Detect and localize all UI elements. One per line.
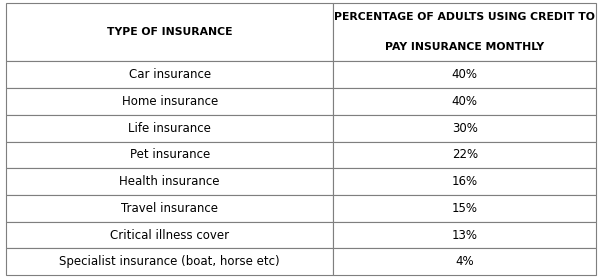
Text: 40%: 40% [452, 68, 478, 81]
Bar [6, 88, 334, 115]
Text: Specialist insurance (boat, horse etc): Specialist insurance (boat, horse etc) [60, 255, 280, 268]
Bar [334, 249, 596, 275]
Text: Pet insurance: Pet insurance [129, 148, 210, 162]
Bar [334, 222, 596, 249]
Text: 40%: 40% [452, 95, 478, 108]
Text: 22%: 22% [452, 148, 478, 162]
Bar [334, 168, 596, 195]
Bar [334, 88, 596, 115]
Bar [334, 115, 596, 142]
Text: 13%: 13% [452, 229, 478, 242]
Text: 15%: 15% [452, 202, 478, 215]
Bar [6, 195, 334, 222]
Bar [6, 249, 334, 275]
Bar [334, 61, 596, 88]
Bar [6, 142, 334, 168]
Text: Health insurance: Health insurance [119, 175, 220, 188]
Text: 4%: 4% [455, 255, 474, 268]
Bar [334, 142, 596, 168]
Bar [334, 195, 596, 222]
Text: Car insurance: Car insurance [129, 68, 211, 81]
Bar [6, 115, 334, 142]
Text: 16%: 16% [452, 175, 478, 188]
Text: Critical illness cover: Critical illness cover [110, 229, 229, 242]
Bar [6, 3, 334, 61]
Bar [6, 168, 334, 195]
Bar [6, 61, 334, 88]
Text: Home insurance: Home insurance [122, 95, 218, 108]
Bar [6, 222, 334, 249]
Text: Life insurance: Life insurance [128, 122, 211, 135]
Bar [334, 3, 596, 61]
Text: TYPE OF INSURANCE: TYPE OF INSURANCE [107, 27, 232, 37]
Text: Travel insurance: Travel insurance [121, 202, 219, 215]
Text: 30%: 30% [452, 122, 477, 135]
Text: PERCENTAGE OF ADULTS USING CREDIT TO

PAY INSURANCE MONTHLY: PERCENTAGE OF ADULTS USING CREDIT TO PAY… [334, 12, 595, 52]
